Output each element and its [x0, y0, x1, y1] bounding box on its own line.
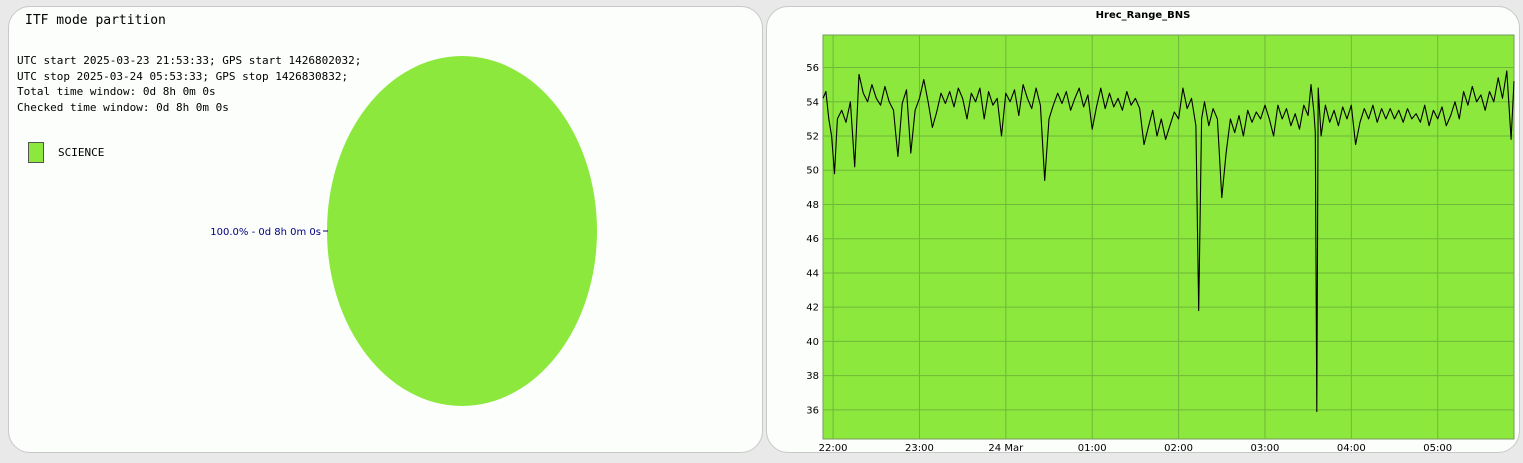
y-tick-label: 48: [806, 200, 819, 211]
y-tick-label: 40: [806, 337, 819, 348]
utc-stop-line: UTC stop 2025-03-24 05:53:33; GPS stop 1…: [17, 69, 349, 83]
pie-slice-annotation: 100.0% - 0d 8h 0m 0s: [210, 227, 321, 238]
plot-area: [822, 34, 1515, 440]
grid-layer: [823, 35, 1514, 439]
y-axis: 36 38 40 42 44 46 48 50 52 54 56: [806, 63, 819, 416]
line-chart: Hrec_Range_BNS 36 38 40 42 44 46 48 50 52 54 56 22…: [806, 10, 1515, 453]
y-tick-label: 38: [806, 371, 819, 382]
y-tick-label: 50: [806, 166, 819, 177]
y-tick-label: 52: [806, 132, 819, 143]
total-time-window-line: Total time window: 0d 8h 0m 0s: [17, 85, 216, 98]
series-line-hrec-range-bns: [822, 70, 1515, 413]
x-tick-label: 22:00: [819, 443, 848, 453]
pie-chart-title: ITF mode partition: [25, 13, 166, 28]
time-info: UTC start 2025-03-23 21:53:33; GPS start…: [17, 53, 361, 115]
x-tick-label: 04:00: [1337, 443, 1366, 453]
y-tick-label: 46: [806, 234, 819, 245]
y-tick-label: 36: [806, 405, 819, 416]
pie-chart-panel: ITF mode partition UTC start 2025-03-23 …: [8, 6, 763, 453]
utc-start-line: UTC start 2025-03-23 21:53:33; GPS start…: [17, 54, 362, 67]
x-tick-label: 03:00: [1251, 443, 1280, 453]
x-tick-label: 23:00: [905, 443, 934, 453]
y-tick-label: 56: [806, 63, 819, 74]
x-tick-label: 05:00: [1423, 443, 1452, 453]
y-tick-label: 54: [806, 97, 819, 108]
line-chart-title: Hrec_Range_BNS: [1096, 10, 1191, 21]
y-tick-label: 42: [806, 303, 819, 314]
legend-label-science: SCIENCE: [58, 146, 105, 159]
pie-chart: 100.0% - 0d 8h 0m 0s: [210, 56, 597, 406]
x-tick-label: 01:00: [1078, 443, 1107, 453]
pie-legend: SCIENCE: [28, 142, 104, 163]
pie-slice-science: [327, 56, 597, 406]
y-tick-label: 44: [806, 268, 819, 279]
legend-swatch-science: [28, 142, 44, 163]
x-axis: 22:00 23:00 24 Mar 01:00 02:00 03:00 04:00 05:0…: [819, 443, 1452, 453]
x-tick-label: 24 Mar: [988, 443, 1024, 453]
checked-time-window-line: Checked time window: 0d 8h 0m 0s: [17, 100, 229, 114]
line-chart-panel: Hrec_Range_BNS 36 38 40 42 44 46 48 50 52 54 56 22…: [766, 6, 1520, 453]
x-tick-label: 02:00: [1164, 443, 1193, 453]
